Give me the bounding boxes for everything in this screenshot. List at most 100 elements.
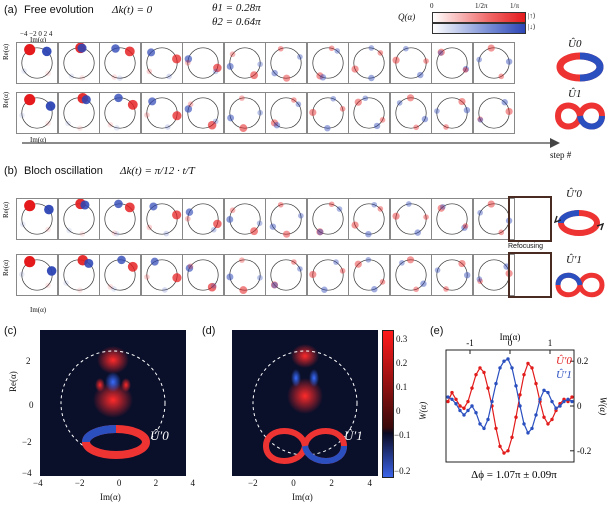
legend-entry: Û′0 [556, 355, 572, 367]
data-point [450, 397, 454, 401]
q-frame [182, 42, 224, 84]
q-frame [431, 92, 473, 134]
tick: −2 [248, 478, 258, 488]
w-colorbar [382, 330, 394, 478]
panel-c-ytick-m4: −4 [22, 468, 32, 478]
row-a1-re-label: Re(α) [2, 43, 10, 60]
u0p-label-b: Û′0 [566, 188, 582, 200]
data-point [554, 406, 558, 410]
q-frame [140, 198, 183, 240]
data-point [462, 406, 466, 410]
data-point [530, 426, 534, 431]
q-frame [472, 42, 515, 84]
q-frame [57, 198, 100, 240]
q-frame [16, 42, 58, 84]
panel-d-xlabel: Im(α) [292, 492, 313, 502]
data-point [446, 399, 450, 404]
q-frame [431, 198, 473, 240]
q-frame [140, 42, 183, 84]
data-point [462, 413, 466, 417]
tick: 2 [329, 478, 334, 488]
step-label: step # [550, 150, 572, 160]
u1-label-a: Û1 [568, 88, 582, 100]
tick: −2 [29, 30, 37, 38]
panel-d-u-label: Û′1 [344, 428, 363, 443]
tick: 2 [43, 30, 48, 38]
step-arrow-icon [22, 138, 560, 148]
data-point [454, 397, 458, 401]
panel-d-label: (d) [202, 325, 216, 337]
data-point [514, 415, 518, 419]
q-frame [306, 254, 349, 296]
data-point [522, 372, 526, 377]
data-point [530, 366, 534, 370]
q-frame [99, 254, 141, 296]
data-point [546, 390, 550, 395]
data-point [550, 417, 554, 422]
data-point [534, 413, 538, 417]
q-frame [223, 254, 266, 296]
u1p-label-b: Û′1 [566, 254, 582, 266]
panel-a-label: (a) [4, 4, 18, 16]
q-frame [223, 198, 266, 240]
q-frame [472, 254, 515, 296]
w-tick: −0.2 [394, 466, 411, 476]
data-point [498, 444, 502, 449]
u1-ribbon-icon [554, 102, 606, 130]
q-frame [472, 92, 515, 134]
data-point [498, 366, 502, 370]
u0p-ribbon-icon [554, 210, 604, 236]
data-point [502, 359, 506, 363]
q-frame [265, 198, 307, 240]
data-point [470, 386, 474, 390]
refocus-box-bottom [508, 252, 552, 298]
w-tick: 0.3 [396, 334, 408, 344]
panel-b-title: Bloch oscillation [24, 165, 103, 177]
q-frame [16, 92, 58, 134]
data-point [446, 395, 450, 399]
panel-b-dk: Δk(t) = π/12 · t/T [120, 165, 195, 177]
row-b1-re-label: Re(α) [2, 201, 10, 218]
w-colorbar-label: W(α) [418, 401, 428, 420]
row-a2-im-label: Im(α) [30, 136, 47, 144]
panel-c-u-label: Û′0 [150, 428, 169, 443]
q-frame [348, 42, 390, 84]
y-tick-label: 0 [577, 401, 582, 411]
tick: 0 [116, 478, 122, 488]
y-tick-label: 0.2 [577, 356, 588, 366]
tick: 0 [291, 478, 296, 488]
q-up-label: |↑⟩ [528, 12, 536, 20]
wigner-d-plot [232, 330, 378, 476]
q-frame [306, 42, 349, 84]
tick: 4 [367, 478, 373, 488]
w-tick: 0.2 [396, 358, 408, 368]
row-a1-tick-labels: −4 −2 0 2 4 [20, 30, 52, 38]
chart-annotation: Δϕ = 1.07π ± 0.09π [471, 469, 557, 481]
q-frame [182, 198, 224, 240]
data-point [522, 422, 526, 426]
q-frame [99, 42, 141, 84]
q-frame [99, 92, 141, 134]
q-down-label: |↓⟩ [528, 23, 536, 31]
data-point [482, 426, 486, 431]
data-point [558, 404, 562, 408]
data-point [526, 431, 530, 435]
tick: −4 [33, 478, 43, 488]
panel-c-ytick-m2: −2 [22, 437, 32, 447]
tick: −4 [20, 30, 28, 38]
u0-ribbon-icon [556, 52, 604, 82]
q-frame [389, 42, 432, 84]
theta1-text: θ1 = 0.28π [212, 2, 261, 14]
data-point [538, 397, 542, 401]
data-point [566, 397, 570, 401]
q-frame [306, 198, 349, 240]
row-a1-im-label: Im(α) [30, 36, 47, 44]
data-point [562, 399, 566, 404]
q-frame [348, 92, 390, 134]
tick: −2 [74, 478, 85, 488]
data-point [458, 404, 462, 408]
q-frame [140, 254, 183, 296]
data-point [510, 435, 514, 440]
data-point [502, 451, 506, 455]
q-frame [223, 92, 266, 134]
